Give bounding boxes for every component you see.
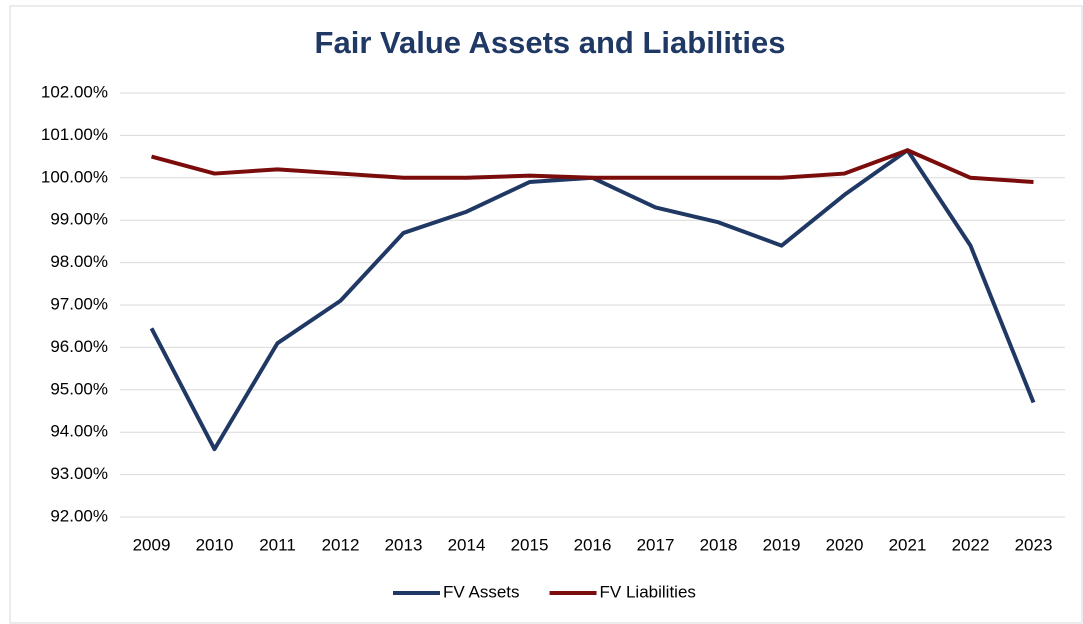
x-tick-label: 2017 bbox=[637, 535, 675, 554]
y-tick-label: 95.00% bbox=[50, 379, 108, 398]
x-tick-label: 2013 bbox=[385, 535, 423, 554]
x-tick-label: 2022 bbox=[952, 535, 990, 554]
y-tick-label: 97.00% bbox=[50, 294, 108, 313]
legend-label: FV Assets bbox=[443, 582, 520, 601]
y-tick-label: 94.00% bbox=[50, 422, 108, 441]
x-tick-label: 2016 bbox=[574, 535, 612, 554]
legend-label: FV Liabilities bbox=[600, 582, 696, 601]
x-tick-label: 2018 bbox=[700, 535, 738, 554]
y-tick-label: 98.00% bbox=[50, 252, 108, 271]
chart-title: Fair Value Assets and Liabilities bbox=[315, 25, 786, 60]
x-tick-label: 2015 bbox=[511, 535, 549, 554]
x-tick-label: 2009 bbox=[133, 535, 171, 554]
x-tick-label: 2012 bbox=[322, 535, 360, 554]
y-tick-label: 96.00% bbox=[50, 337, 108, 356]
x-tick-label: 2014 bbox=[448, 535, 486, 554]
y-tick-label: 102.00% bbox=[41, 82, 108, 101]
y-tick-label: 99.00% bbox=[50, 210, 108, 229]
x-tick-label: 2021 bbox=[889, 535, 927, 554]
x-tick-label: 2023 bbox=[1015, 535, 1053, 554]
series-line bbox=[150, 148, 1034, 185]
y-tick-label: 100.00% bbox=[41, 167, 108, 186]
x-tick-label: 2010 bbox=[196, 535, 234, 554]
x-tick-label: 2020 bbox=[826, 535, 864, 554]
chart-frame bbox=[9, 5, 1083, 624]
x-tick-label: 2011 bbox=[259, 535, 296, 554]
x-tick-label: 2019 bbox=[763, 535, 801, 554]
y-tick-label: 93.00% bbox=[50, 464, 108, 483]
y-tick-label: 92.00% bbox=[50, 506, 108, 525]
y-tick-label: 101.00% bbox=[41, 125, 108, 144]
